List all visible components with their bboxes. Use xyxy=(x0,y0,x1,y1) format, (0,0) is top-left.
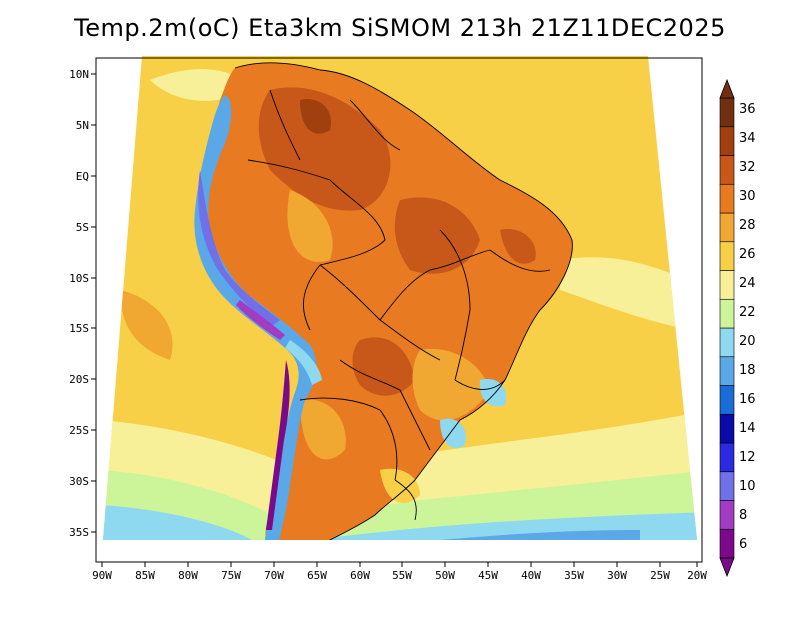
colorbar-cell xyxy=(719,212,735,243)
colorbar-min-arrow xyxy=(719,557,735,578)
colorbar-label: 12 xyxy=(739,450,756,465)
colorbar-cell xyxy=(719,528,735,559)
colorbar-cell xyxy=(719,500,735,530)
lat-tick-label: 30S xyxy=(69,475,89,488)
lon-tick-label: 90W xyxy=(92,569,112,582)
colorbar-cell xyxy=(719,385,735,415)
lat-tick-label: 35S xyxy=(69,526,89,539)
colorbar-label: 22 xyxy=(739,305,756,320)
colorbar: 36 34 32 30 28 26 24 22 20 18 16 14 12 1… xyxy=(719,78,756,578)
colorbar-cell xyxy=(719,155,735,185)
plot-frame xyxy=(95,57,703,563)
lat-tick-label: 10N xyxy=(69,68,89,81)
colorbar-cell xyxy=(719,327,735,358)
lat-tick-label: 5S xyxy=(76,221,89,234)
lat-tick-label: EQ xyxy=(76,170,89,183)
colorbar-max-arrow xyxy=(719,78,735,99)
colorbar-label: 6 xyxy=(739,537,747,552)
lon-tick-label: 75W xyxy=(221,569,241,582)
lon-tick-label: 85W xyxy=(135,569,155,582)
colorbar-cell xyxy=(719,270,735,300)
temperature-field xyxy=(103,56,697,540)
colorbar-cell xyxy=(719,413,735,444)
colorbar-label: 26 xyxy=(739,247,756,262)
country-borders xyxy=(234,62,573,540)
lon-tick-label: 65W xyxy=(307,569,327,582)
colorbar-label: 28 xyxy=(739,218,756,233)
colorbar-cell xyxy=(719,126,735,156)
lat-tick-label: 5N xyxy=(76,119,89,132)
lat-tick-label: 15S xyxy=(69,322,89,335)
lon-tick-label: 50W xyxy=(435,569,455,582)
colorbar-label: 10 xyxy=(739,479,756,494)
lon-tick-label: 60W xyxy=(350,569,370,582)
colorbar-label: 30 xyxy=(739,189,756,204)
colorbar-cell xyxy=(719,471,735,501)
lat-tick-label: 10S xyxy=(69,272,89,285)
lon-tick-label: 70W xyxy=(264,569,284,582)
colorbar-label: 14 xyxy=(739,421,756,436)
colorbar-label: 32 xyxy=(739,160,756,175)
lat-axis: 10N 5N EQ 5S 10S 15S 20S 25S 30S 35S xyxy=(69,68,96,539)
lon-tick-label: 25W xyxy=(650,569,670,582)
lat-tick-label: 20S xyxy=(69,373,89,386)
colorbar-label: 20 xyxy=(739,334,756,349)
colorbar-cell xyxy=(719,298,735,329)
lon-tick-label: 40W xyxy=(521,569,541,582)
colorbar-cell xyxy=(719,183,735,214)
lon-axis: 90W 85W 80W 75W 70W 65W 60W 55W 50W 45W … xyxy=(92,562,707,582)
colorbar-label: 36 xyxy=(739,102,756,117)
colorbar-label: 34 xyxy=(739,131,756,146)
lat-tick-label: 25S xyxy=(69,424,89,437)
lon-tick-label: 80W xyxy=(178,569,198,582)
colorbar-label: 18 xyxy=(739,363,756,378)
colorbar-label: 24 xyxy=(739,276,756,291)
colorbar-label: 16 xyxy=(739,392,756,407)
lon-tick-label: 20W xyxy=(687,569,707,582)
colorbar-cell xyxy=(719,241,735,271)
lon-tick-label: 35W xyxy=(564,569,584,582)
lon-tick-label: 45W xyxy=(478,569,498,582)
colorbar-label: 8 xyxy=(739,508,747,523)
andes-cold-strip xyxy=(194,95,317,540)
lon-tick-label: 55W xyxy=(392,569,412,582)
colorbar-cell xyxy=(719,97,735,128)
map-title: Temp.2m(oC) Eta3km SiSMOM 213h 21Z11DEC2… xyxy=(74,14,726,42)
lon-tick-label: 30W xyxy=(607,569,627,582)
colorbar-cell xyxy=(719,442,735,473)
colorbar-cell xyxy=(719,356,735,386)
